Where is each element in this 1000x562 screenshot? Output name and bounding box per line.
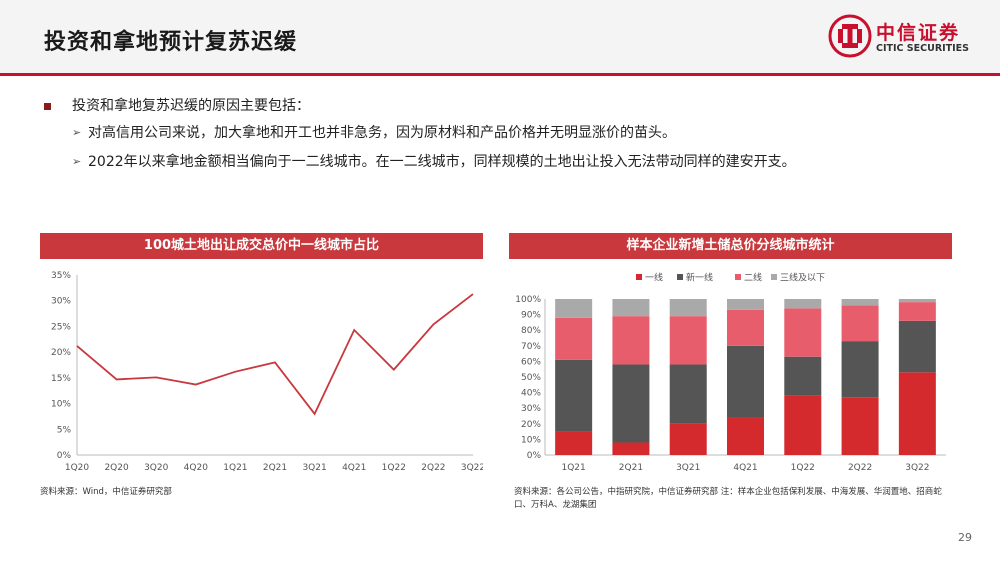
x-tick-label: 3Q22 xyxy=(461,463,483,473)
bar-segment xyxy=(784,299,822,309)
bar-segment xyxy=(898,372,936,455)
bar-segment xyxy=(727,299,764,310)
bar-segment xyxy=(784,356,822,396)
y-tick-label: 90% xyxy=(521,311,541,321)
y-tick-label: 0% xyxy=(57,451,72,461)
bar-segment xyxy=(669,423,707,455)
legend-swatch xyxy=(677,274,683,280)
legend-swatch xyxy=(735,274,741,280)
bar-segment xyxy=(612,299,650,317)
bullet-sub-2: ➢ 2022年以来拿地金额相当偏向于一二线城市。在一二线城市，同样规模的土地出让… xyxy=(44,151,964,180)
bar-chart-title: 样本企业新增土储总价分线城市统计 xyxy=(509,233,952,259)
legend-label: 二线 xyxy=(744,272,762,284)
y-tick-label: 15% xyxy=(51,374,71,384)
arrow-bullet-icon: ➢ xyxy=(72,155,82,168)
bar-segment xyxy=(727,417,764,455)
bar-segment xyxy=(669,316,707,365)
bullet-list: 投资和拿地复苏迟缓的原因主要包括： ➢ 对高信用公司来说，加大拿地和开工也并非急… xyxy=(44,96,964,180)
y-tick-label: 40% xyxy=(521,389,541,399)
y-tick-label: 30% xyxy=(51,297,71,307)
bar-segment xyxy=(898,320,936,373)
bar-segment xyxy=(841,341,879,398)
y-tick-label: 20% xyxy=(51,348,71,358)
bullet-sub-1: ➢ 对高信用公司来说，加大拿地和开工也并非急务，因为原材料和产品价格并无明显涨价… xyxy=(44,122,964,151)
legend-swatch xyxy=(636,274,642,280)
bar-chart-source: 资料来源：各公司公告，中指研究院，中信证券研究部 注：样本企业包括保利发展、中海… xyxy=(514,487,942,510)
bar-segment xyxy=(784,308,822,357)
y-tick-label: 60% xyxy=(521,357,541,367)
bar-segment xyxy=(555,431,593,455)
bar-segment xyxy=(841,397,879,455)
line-chart: 0% 5% 10% 15% 20% 25% 30% 35% 1Q20 2Q20 3Q20 4Q20 1Q… xyxy=(51,271,483,473)
y-tick-label: 10% xyxy=(51,400,71,410)
y-tick-label: 5% xyxy=(57,425,72,435)
square-bullet-icon xyxy=(44,103,51,110)
bar-segment xyxy=(669,364,707,424)
bullet-sub-text: 对高信用公司来说，加大拿地和开工也并非急务，因为原材料和产品价格并无明显涨价的苗… xyxy=(88,125,676,141)
bullet-main-text: 投资和拿地复苏迟缓的原因主要包括： xyxy=(72,98,310,114)
y-tick-label: 10% xyxy=(521,435,541,445)
bar-segment xyxy=(612,316,650,365)
x-tick-label: 1Q21 xyxy=(223,463,247,473)
company-logo: 中信证券 CITIC SECURITIES xyxy=(828,14,978,60)
legend-label: 新一线 xyxy=(686,272,713,284)
bar-segment xyxy=(612,364,650,443)
page-number: 29 xyxy=(958,531,972,544)
bar-segment xyxy=(784,395,822,455)
x-tick-label: 3Q20 xyxy=(144,463,169,473)
header-divider xyxy=(0,73,1000,76)
x-tick-label: 2Q21 xyxy=(619,463,643,473)
y-tick-label: 30% xyxy=(521,404,541,414)
x-tick-label: 1Q20 xyxy=(65,463,90,473)
legend-label: 三线及以下 xyxy=(780,272,825,284)
citic-logo-icon xyxy=(828,14,872,58)
logo-text-en: CITIC SECURITIES xyxy=(876,43,970,54)
bar-segment xyxy=(555,299,593,318)
y-tick-label: 0% xyxy=(527,451,542,461)
line-chart-title: 100城土地出让成交总价中一线城市占比 xyxy=(40,233,483,259)
bullet-main: 投资和拿地复苏迟缓的原因主要包括： xyxy=(44,96,964,122)
y-tick-label: 50% xyxy=(521,373,541,383)
series-line xyxy=(76,293,474,416)
x-tick-label: 2Q20 xyxy=(104,463,129,473)
bar-segment xyxy=(555,317,593,360)
y-tick-label: 100% xyxy=(515,295,541,305)
header: 投资和拿地预计复苏迟缓 中信证券 CITIC SECURITIES xyxy=(0,0,1000,76)
x-tick-label: 4Q21 xyxy=(342,463,366,473)
x-tick-label: 3Q22 xyxy=(905,463,929,473)
x-tick-label: 1Q22 xyxy=(791,463,815,473)
bar-segment xyxy=(727,309,764,346)
page-title: 投资和拿地预计复苏迟缓 xyxy=(44,30,298,55)
x-tick-label: 3Q21 xyxy=(302,463,326,473)
x-tick-label: 2Q21 xyxy=(263,463,287,473)
y-tick-label: 80% xyxy=(521,326,541,336)
x-tick-label: 2Q22 xyxy=(848,463,872,473)
bar-segment xyxy=(612,442,650,455)
logo-text-cn: 中信证券 xyxy=(876,22,961,44)
y-tick-label: 70% xyxy=(521,342,541,352)
bar-segment xyxy=(898,299,936,303)
x-tick-label: 1Q21 xyxy=(562,463,586,473)
x-tick-label: 3Q21 xyxy=(676,463,700,473)
y-tick-label: 25% xyxy=(51,322,71,332)
bar-segment xyxy=(669,299,707,317)
x-tick-label: 4Q20 xyxy=(184,463,209,473)
bar-segment xyxy=(841,299,879,306)
y-tick-label: 20% xyxy=(521,420,541,430)
bullet-sub-text: 2022年以来拿地金额相当偏向于一二线城市。在一二线城市，同样规模的土地出让投入… xyxy=(88,154,796,170)
stacked-bar-chart: 一线 新一线 二线 三线及以下 0% 10% 20% 30% 40% 50% 60% 70% 80% 90… xyxy=(515,272,946,473)
x-tick-label: 4Q21 xyxy=(733,463,757,473)
arrow-bullet-icon: ➢ xyxy=(72,126,82,139)
legend-label: 一线 xyxy=(645,272,663,284)
y-tick-label: 35% xyxy=(51,271,71,281)
line-chart-source: 资料来源：Wind，中信证券研究部 xyxy=(40,487,172,497)
bar-segment xyxy=(898,302,936,321)
x-tick-label: 2Q22 xyxy=(421,463,445,473)
bar-segment xyxy=(727,345,764,418)
x-tick-label: 1Q22 xyxy=(382,463,406,473)
bar-segment xyxy=(555,359,593,432)
bar-segment xyxy=(841,305,879,342)
legend-swatch xyxy=(771,274,777,280)
